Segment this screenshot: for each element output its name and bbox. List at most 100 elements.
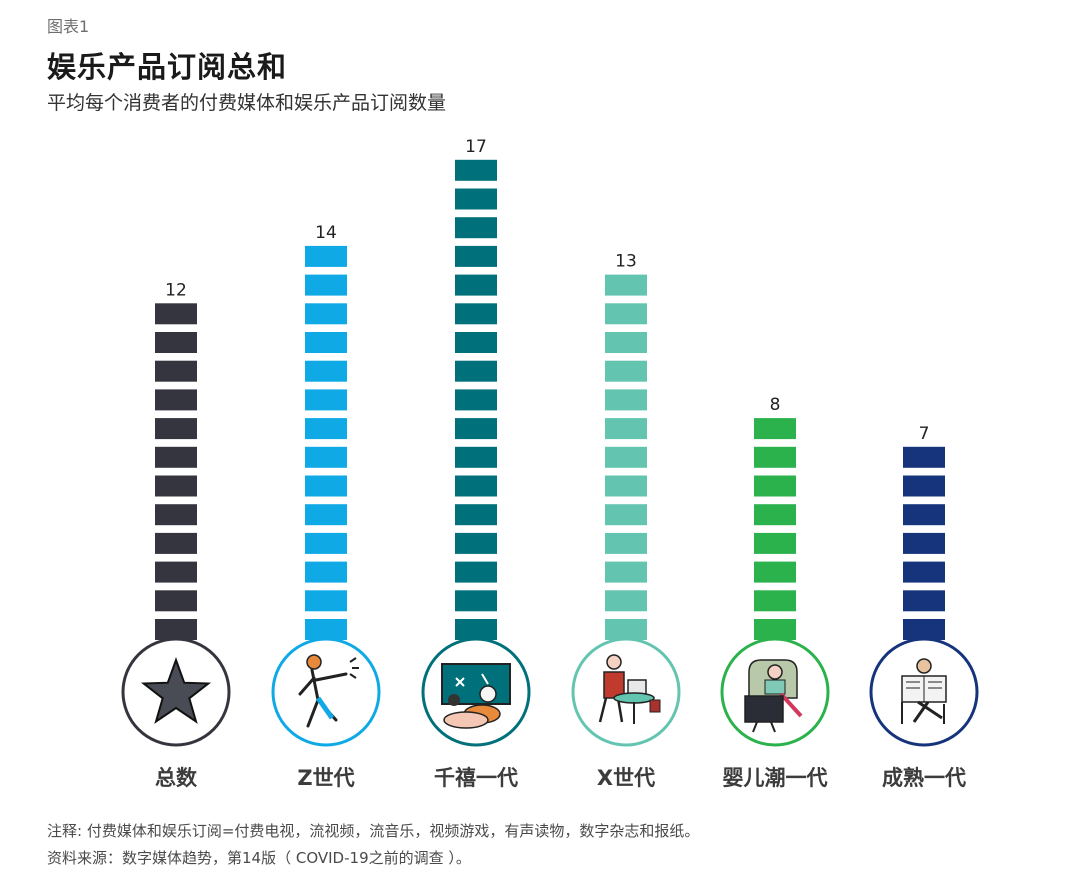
bar-segment [605,561,647,583]
bar-segment [305,504,347,526]
bar-segment [605,418,647,440]
star-icon [140,657,212,724]
page-subtitle: 平均每个消费者的付费媒体和娱乐产品订阅数量 [47,92,447,114]
bar-5: 7 成熟一代 [869,424,979,790]
bar-segment [305,590,347,612]
bar-segment [305,389,347,411]
bar-segment [305,274,347,296]
bar-segment [305,245,347,267]
bar-segment [155,360,197,382]
bar-segment [605,389,647,411]
bar-segment [754,475,796,497]
bar-segment [903,561,945,583]
bar-segment [455,188,497,210]
newspaper-reader-icon [901,658,947,724]
bar-segment [754,590,796,612]
bar-segment [455,217,497,239]
category-label: 总数 [155,766,198,790]
bar-segment [155,389,197,411]
bar-segment [605,303,647,325]
bar-segment [155,418,197,440]
bar-segment [455,332,497,353]
bar-segment [605,619,647,640]
category-label: X世代 [597,766,655,790]
figure-label: 图表1 [47,17,90,36]
bar-segment [155,590,197,612]
bar-segment [605,475,647,497]
icon-badge [271,637,381,747]
gaming-couple-icon [441,663,511,729]
category-label: Z世代 [297,766,354,790]
bar-4: 8 婴儿潮一代 [720,395,830,790]
bar-segment [155,619,197,640]
bar-segment [903,590,945,612]
bar-segment [305,360,347,382]
footnote: 注释: 付费媒体和娱乐订阅=付费电视，流视频，流音乐，视频游戏，有声读物，数字杂… [47,822,700,840]
bar-segment [155,504,197,526]
bar-segment [754,504,796,526]
bar-segment [305,332,347,353]
bar-segment [305,619,347,640]
category-label: 成熟一代 [882,766,966,790]
bar-segment [455,360,497,382]
bar-segment [155,446,197,468]
source-note: 资料来源：数字媒体趋势，第14版（ COVID-19之前的调查 ）。 [47,849,471,867]
bar-segment [155,332,197,353]
bar-segment [605,274,647,296]
bar-1: 14 Z世代 [271,223,381,790]
bar-segment [754,532,796,554]
bar-segment [903,446,945,468]
bar-segment [455,245,497,267]
bar-segment [605,504,647,526]
bar-segment [455,159,497,181]
bar-segment [455,532,497,554]
bar-segment [605,360,647,382]
armchair-tv-woman-icon [744,659,803,733]
bar-segment [455,561,497,583]
bar-segment [754,619,796,640]
value-label: 14 [315,223,337,243]
bar-segment [455,389,497,411]
category-label: 婴儿潮一代 [723,766,828,790]
bar-segment [305,446,347,468]
bar-segment [455,303,497,325]
bar-0: 12 总数 [121,280,231,790]
bar-segment [605,446,647,468]
bar-segment [155,561,197,583]
bar-segment [903,475,945,497]
bar-segment [605,590,647,612]
bar-chart: 12 总数 14 Z世代 17 千禧一代 13 X世代 8 婴儿潮一代 7 成熟一代 [121,137,979,790]
icon-badge [571,637,681,747]
bar-segment [305,418,347,440]
bar-segment [754,418,796,440]
bar-2: 17 千禧一代 [421,137,531,790]
value-label: 13 [615,252,637,272]
bar-segment [455,475,497,497]
bar-segment [455,590,497,612]
category-label: 千禧一代 [434,766,518,790]
dancing-person-icon [298,654,359,728]
bar-segment [605,532,647,554]
bar-segment [903,504,945,526]
bar-segment [605,332,647,353]
bar-segment [155,303,197,325]
bar-segment [455,446,497,468]
bar-segment [455,504,497,526]
bar-segment [754,561,796,583]
laptop-woman-icon [598,654,661,724]
bar-segment [455,619,497,640]
bar-segment [903,532,945,554]
page-title: 娱乐产品订阅总和 [47,50,288,84]
bar-segment [305,532,347,554]
bar-segment [305,475,347,497]
bar-segment [754,446,796,468]
value-label: 7 [919,424,930,444]
bar-3: 13 X世代 [571,252,681,790]
bar-segment [455,274,497,296]
bar-segment [155,532,197,554]
bar-segment [903,619,945,640]
bar-segment [155,475,197,497]
value-label: 8 [770,395,781,415]
value-label: 12 [165,280,187,300]
bar-segment [455,418,497,440]
